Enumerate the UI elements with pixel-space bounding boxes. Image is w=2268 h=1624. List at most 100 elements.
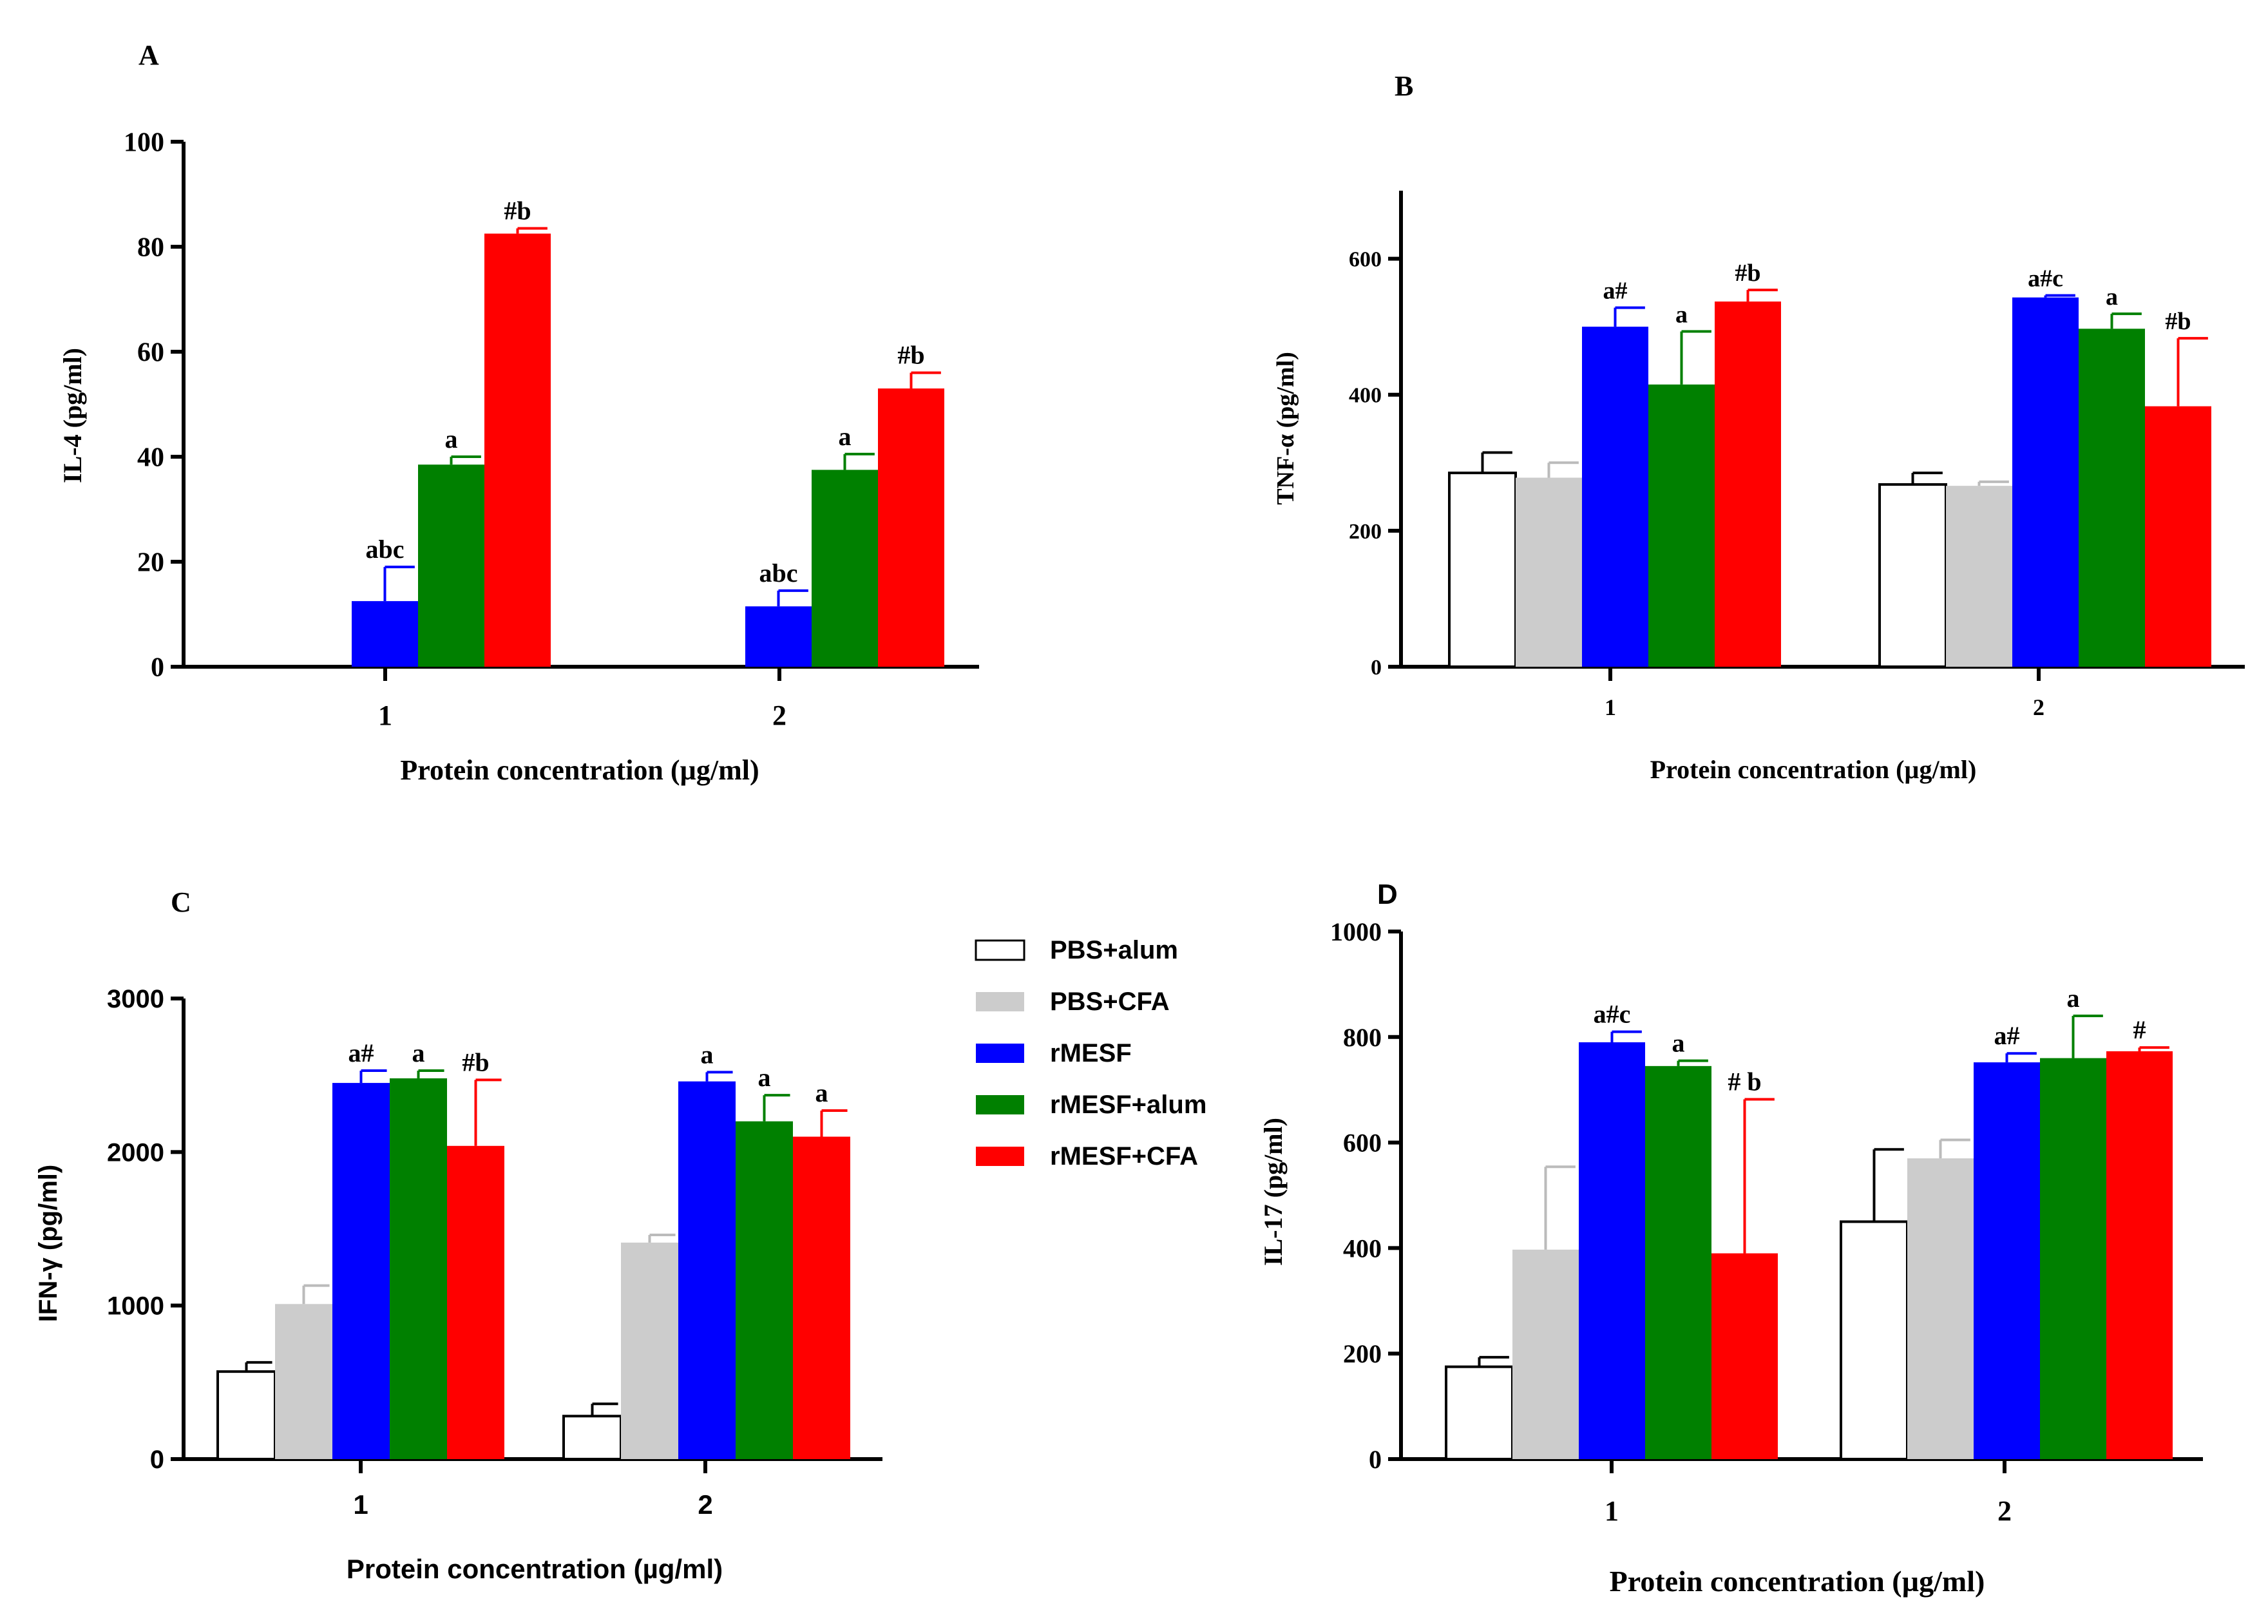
significance-label-a: #b <box>897 341 924 370</box>
bar-d-pbs-cfa-1 <box>1512 1249 1579 1459</box>
x-tick-label-b: 2 <box>2033 694 2044 720</box>
ylabel-b: TNF-α (pg/ml) <box>1272 352 1299 505</box>
x-tick-label-c: 1 <box>353 1489 368 1520</box>
significance-label-d: a <box>2067 984 2080 1013</box>
bar-b-pbs-alum-2 <box>1878 483 1947 668</box>
legend-swatch-pbs-alum <box>975 939 1025 961</box>
panel-letter-a: A <box>138 39 159 71</box>
ylabel-c: IFN-γ (pg/ml) <box>34 1165 62 1322</box>
significance-label-c: a <box>701 1040 714 1069</box>
bar-d-rmesf-1 <box>1579 1042 1645 1459</box>
panel-c: C IFN-γ (pg/ml) Protein concentration (µ… <box>34 886 882 1584</box>
significance-label-b: a# <box>1603 278 1628 305</box>
significance-label-c: a <box>758 1063 771 1092</box>
significance-label-c: a <box>412 1038 425 1067</box>
y-tick-label-a: 60 <box>137 338 164 368</box>
legend-label-pbs-alum: PBS+alum <box>1050 936 1178 964</box>
significance-label-b: a <box>2106 283 2118 310</box>
bar-b-pbs-cfa-1 <box>1516 477 1582 667</box>
significance-label-a: abc <box>366 535 405 564</box>
legend-label-rmesf: rMESF <box>1050 1039 1132 1067</box>
bar-c-rmesf-2 <box>678 1081 736 1459</box>
significance-label-d: a#c <box>1594 1000 1631 1029</box>
bar-b-rmesf-cfa-2 <box>2145 406 2211 667</box>
legend-swatch-rmesf-cfa <box>976 1147 1024 1166</box>
significance-label-a: a <box>839 422 852 451</box>
legend-entry-rmesf-cfa: rMESF+CFA <box>976 1142 1198 1170</box>
y-tick-label-a: 40 <box>137 443 164 473</box>
xlabel-d: Protein concentration (µg/ml) <box>1610 1565 1985 1598</box>
significance-label-a: abc <box>759 559 798 588</box>
significance-label-d: a# <box>1994 1021 2020 1050</box>
bar-a-rmesf-cfa-2 <box>878 388 944 667</box>
significance-label-b: #b <box>1735 260 1760 287</box>
bar-c-pbs-cfa-1 <box>275 1304 332 1459</box>
significance-label-a: #b <box>504 196 531 225</box>
bar-b-pbs-alum-1 <box>1448 472 1517 668</box>
significance-label-a: a <box>445 425 458 454</box>
xlabel-c: Protein concentration (µg/ml) <box>347 1554 723 1584</box>
significance-label-d: # b <box>1728 1067 1761 1096</box>
x-tick-label-b: 1 <box>1605 694 1616 720</box>
legend-entry-pbs-alum: PBS+alum <box>975 936 1178 964</box>
legend-entry-rmesf-alum: rMESF+alum <box>976 1091 1206 1119</box>
y-tick-label-d: 600 <box>1343 1129 1382 1158</box>
significance-label-b: a <box>1675 301 1688 329</box>
bar-b-rmesf-cfa-1 <box>1715 301 1781 667</box>
x-tick-label-a: 1 <box>378 700 392 731</box>
bar-c-pbs-alum-2 <box>562 1415 622 1460</box>
y-tick-label-b: 600 <box>1349 247 1382 271</box>
legend-entry-pbs-cfa: PBS+CFA <box>976 988 1170 1016</box>
significance-label-b: a#c <box>2028 265 2063 292</box>
xlabel-a: Protein concentration (µg/ml) <box>400 754 759 786</box>
bar-d-rmesf-cfa-1 <box>1711 1253 1778 1459</box>
bar-d-rmesf-cfa-2 <box>2106 1051 2173 1459</box>
x-tick-label-d: 1 <box>1605 1495 1619 1527</box>
panel-letter-d: D <box>1377 879 1398 910</box>
panel-letter-c: C <box>171 886 191 918</box>
y-tick-label-a: 0 <box>151 653 164 683</box>
legend-swatch-rmesf <box>976 1044 1024 1063</box>
bar-b-rmesf-1 <box>1582 327 1648 667</box>
y-tick-label-a: 80 <box>137 233 164 263</box>
significance-label-b: #b <box>2165 308 2191 335</box>
ylabel-a: IL-4 (pg/ml) <box>58 348 87 483</box>
y-tick-label-c: 0 <box>150 1446 164 1474</box>
x-tick-label-d: 2 <box>1997 1495 2012 1527</box>
bar-c-rmesf-cfa-1 <box>447 1145 504 1459</box>
bar-d-pbs-cfa-2 <box>1907 1158 1974 1459</box>
y-tick-label-a: 20 <box>137 548 164 578</box>
y-tick-label-c: 3000 <box>107 985 164 1013</box>
bar-a-rmesf-2 <box>745 606 812 667</box>
bar-a-rmesf-1 <box>352 601 418 667</box>
significance-label-d: a <box>1672 1029 1685 1058</box>
significance-label-c: a# <box>348 1038 374 1067</box>
legend-label-rmesf-alum: rMESF+alum <box>1050 1091 1206 1119</box>
y-tick-label-d: 800 <box>1343 1023 1382 1052</box>
panel-d: D IL-17 (pg/ml) Protein concentration (µ… <box>1259 879 2203 1598</box>
xlabel-b: Protein concentration (µg/ml) <box>1650 755 1977 784</box>
bar-a-rmesf-alum-2 <box>812 470 878 667</box>
bar-b-rmesf-2 <box>2012 297 2079 667</box>
panel-letter-b: B <box>1395 70 1413 102</box>
bar-d-rmesf-2 <box>1974 1062 2040 1459</box>
x-tick-label-a: 2 <box>772 700 786 731</box>
bar-c-rmesf-alum-1 <box>390 1078 447 1459</box>
legend-label-rmesf-cfa: rMESF+CFA <box>1050 1142 1198 1170</box>
significance-label-c: #b <box>462 1047 489 1076</box>
legend-entry-rmesf: rMESF <box>976 1039 1132 1067</box>
legend-swatch-rmesf-alum <box>976 1095 1024 1114</box>
y-tick-label-b: 400 <box>1349 384 1382 408</box>
ylabel-d: IL-17 (pg/ml) <box>1259 1118 1288 1266</box>
bar-d-pbs-alum-1 <box>1445 1365 1514 1461</box>
bar-b-rmesf-alum-2 <box>2079 329 2145 667</box>
bar-c-rmesf-1 <box>332 1083 390 1459</box>
legend: PBS+alum PBS+CFA rMESF rMESF+alum rMESF+… <box>975 936 1206 1170</box>
y-tick-label-c: 2000 <box>107 1138 164 1167</box>
legend-label-pbs-cfa: PBS+CFA <box>1050 988 1170 1016</box>
panel-b: B TNF-α (pg/ml) Protein concentration (µ… <box>1272 70 2245 784</box>
y-tick-label-c: 1000 <box>107 1292 164 1321</box>
y-tick-label-b: 0 <box>1371 656 1382 680</box>
y-tick-label-d: 200 <box>1343 1339 1382 1368</box>
